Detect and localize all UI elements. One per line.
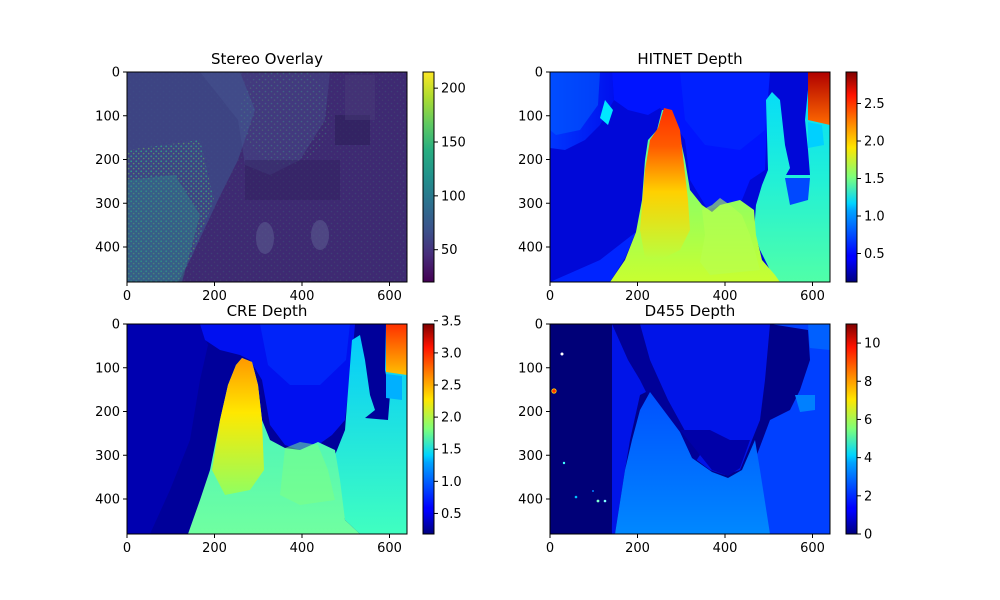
- colorbar-tick-label: 2.0: [864, 135, 885, 150]
- x-tick-label: 400: [713, 541, 738, 556]
- x-axis: 0 200 400 600: [123, 282, 402, 304]
- colorbar-tick-label: 1.0: [864, 210, 885, 225]
- colorbar-tick-label: 6: [864, 413, 872, 428]
- x-tick-label: 600: [377, 289, 402, 304]
- colorbar-tick-label: 50: [441, 243, 458, 258]
- y-tick-label: 400: [95, 493, 120, 508]
- y-tick-label: 400: [518, 493, 543, 508]
- y-axis: 0 100 200 300 400: [518, 66, 550, 256]
- y-tick-label: 200: [95, 405, 120, 420]
- y-tick-label: 0: [535, 318, 543, 333]
- y-tick-label: 0: [112, 318, 120, 333]
- y-tick-label: 300: [518, 197, 543, 212]
- colorbar: [845, 71, 858, 283]
- y-tick-label: 100: [95, 109, 120, 124]
- colorbar-ticks: 0.5 1.0 1.5 2.0 2.5 3.0 3.5: [434, 314, 462, 522]
- y-tick-label: 0: [112, 66, 120, 81]
- colorbar-ticks: 50 100 150 200: [434, 82, 466, 258]
- colorbar-tick-label: 3.0: [441, 346, 462, 361]
- heatmap-image: [127, 72, 407, 282]
- colorbar-tick-label: 0.5: [864, 247, 885, 262]
- colorbar-tick-label: 1.0: [441, 475, 462, 490]
- axes-frame: [549, 71, 831, 283]
- colorbar-tick-label: 150: [441, 136, 466, 151]
- x-tick-label: 0: [123, 289, 131, 304]
- y-tick-label: 400: [518, 241, 543, 256]
- panel-title: Stereo Overlay: [211, 50, 323, 68]
- colorbar-tick-label: 3.5: [441, 314, 462, 329]
- y-tick-label: 0: [535, 66, 543, 81]
- colorbar-tick-label: 2.5: [441, 379, 462, 394]
- colorbar-tick-label: 10: [864, 337, 881, 352]
- y-tick-label: 100: [518, 361, 543, 376]
- colorbar-tick-label: 4: [864, 451, 872, 466]
- heatmap-image: [127, 324, 407, 534]
- colorbar: [845, 323, 858, 535]
- x-tick-label: 600: [800, 541, 825, 556]
- y-axis: 0 100 200 300 400: [95, 66, 127, 256]
- x-tick-label: 200: [202, 541, 227, 556]
- y-tick-label: 200: [518, 153, 543, 168]
- x-axis: 0 200 400 600: [123, 534, 402, 556]
- x-tick-label: 400: [290, 541, 315, 556]
- x-tick-label: 200: [202, 289, 227, 304]
- colorbar-tick-label: 1.5: [441, 443, 462, 458]
- x-tick-label: 200: [625, 289, 650, 304]
- colorbar-tick-label: 1.5: [864, 172, 885, 187]
- x-axis: 0 200 400 600: [546, 282, 825, 304]
- y-axis: 0 100 200 300 400: [95, 318, 127, 508]
- x-tick-label: 0: [546, 289, 554, 304]
- y-tick-label: 300: [95, 197, 120, 212]
- colorbar-tick-label: 2.0: [441, 411, 462, 426]
- y-tick-label: 400: [95, 241, 120, 256]
- colorbar-tick-label: 8: [864, 375, 872, 390]
- panel-d455-depth: D455 Depth 0 200 400 600 0 100 200 300 400 0 2 4 6…: [518, 302, 880, 556]
- colorbar-ticks: 0 2 4 6 8 10: [857, 337, 881, 543]
- panel-title: D455 Depth: [645, 302, 736, 320]
- x-tick-label: 400: [290, 289, 315, 304]
- x-axis: 0 200 400 600: [546, 534, 825, 556]
- colorbar-tick-label: 2.5: [864, 97, 885, 112]
- y-tick-label: 200: [95, 153, 120, 168]
- y-tick-label: 100: [95, 361, 120, 376]
- x-tick-label: 0: [123, 541, 131, 556]
- y-axis: 0 100 200 300 400: [518, 318, 550, 508]
- axes-frame: [126, 323, 408, 535]
- x-tick-label: 600: [800, 289, 825, 304]
- x-tick-label: 0: [546, 541, 554, 556]
- colorbar-tick-label: 100: [441, 189, 466, 204]
- colorbar-tick-label: 0.5: [441, 507, 462, 522]
- panel-cre-depth: CRE Depth 0 200 400 600 0 100 200 300 400 0.5 1.…: [95, 302, 462, 556]
- colorbar: [422, 323, 435, 535]
- panel-stereo-overlay: Stereo Overlay 0 200 400 600 0100200300400 …: [95, 50, 466, 304]
- y-tick-label: 100: [518, 109, 543, 124]
- heatmap-image: [550, 324, 830, 534]
- y-tick-label: 200: [518, 405, 543, 420]
- heatmap-image: [550, 72, 830, 282]
- panel-title: HITNET Depth: [637, 50, 742, 68]
- x-tick-label: 600: [377, 541, 402, 556]
- axes-frame: [549, 323, 831, 535]
- x-tick-label: 400: [713, 289, 738, 304]
- colorbar-ticks: 0.5 1.0 1.5 2.0 2.5: [857, 97, 885, 262]
- y-tick-label: 300: [518, 449, 543, 464]
- colorbar: [422, 71, 435, 283]
- panel-hitnet-depth: HITNET Depth 0 200 400 600 0 100 200 300 400 0.…: [518, 50, 885, 304]
- y-tick-label: 300: [95, 449, 120, 464]
- x-tick-label: 200: [625, 541, 650, 556]
- axes-frame: [126, 71, 408, 283]
- colorbar-tick-label: 2: [864, 489, 872, 504]
- panel-title: CRE Depth: [227, 302, 308, 320]
- colorbar-tick-label: 0: [864, 528, 872, 543]
- colorbar-tick-label: 200: [441, 82, 466, 97]
